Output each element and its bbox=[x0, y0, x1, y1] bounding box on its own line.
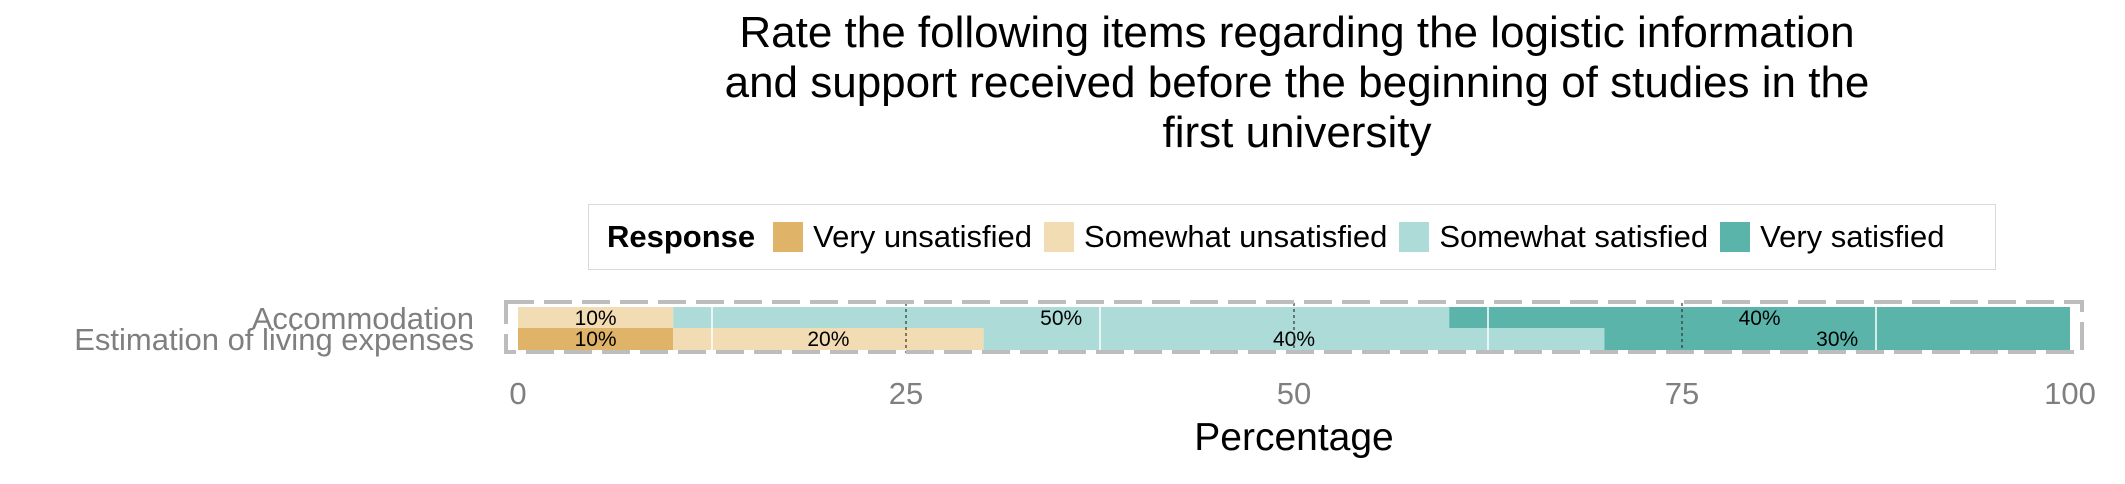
x-tick-label: 100 bbox=[2044, 376, 2096, 411]
plot-frame bbox=[504, 300, 2084, 354]
data-label: 10% bbox=[575, 328, 617, 351]
data-label: 30% bbox=[1816, 328, 1858, 351]
legend-title: Response bbox=[607, 219, 756, 254]
bar-segment bbox=[518, 328, 674, 350]
legend-item-somewhat-satisfied: Somewhat satisfied bbox=[1399, 219, 1708, 255]
legend-item-somewhat-unsatisfied: Somewhat unsatisfied bbox=[1044, 219, 1387, 255]
bar-segment bbox=[518, 307, 674, 329]
legend-label: Somewhat satisfied bbox=[1439, 219, 1709, 254]
legend-item-very-unsatisfied: Very unsatisfied bbox=[773, 219, 1032, 255]
x-tick-label: 75 bbox=[1665, 376, 1699, 411]
x-tick-label: 25 bbox=[889, 376, 923, 411]
legend-item-very-satisfied: Very satisfied bbox=[1720, 219, 1945, 255]
legend: Response Very unsatisfied Somewhat unsat… bbox=[588, 204, 1996, 270]
bar-segment bbox=[673, 307, 1450, 329]
category-label: Estimation of living expenses bbox=[74, 322, 474, 357]
legend-label: Somewhat unsatisfied bbox=[1084, 219, 1388, 254]
x-tick-label: 50 bbox=[1277, 376, 1311, 411]
data-label: 50% bbox=[1040, 307, 1082, 330]
legend-swatch bbox=[1720, 222, 1751, 252]
chart-title: Rate the following items regarding the l… bbox=[724, 8, 1870, 157]
legend-label: Very satisfied bbox=[1760, 219, 1945, 254]
legend-label: Very unsatisfied bbox=[813, 219, 1033, 254]
data-label: 20% bbox=[807, 328, 849, 351]
bar-segment bbox=[1604, 328, 2070, 350]
legend-swatch bbox=[1044, 222, 1075, 252]
data-label: 10% bbox=[575, 307, 617, 330]
category-label: Accommodation bbox=[252, 301, 474, 336]
legend-swatch bbox=[1399, 222, 1430, 252]
legend-swatch bbox=[773, 222, 804, 252]
bar-segment bbox=[1449, 307, 2070, 329]
x-tick-label: 0 bbox=[509, 376, 526, 411]
data-label: 40% bbox=[1739, 307, 1781, 330]
x-axis-label: Percentage bbox=[1194, 416, 1393, 459]
